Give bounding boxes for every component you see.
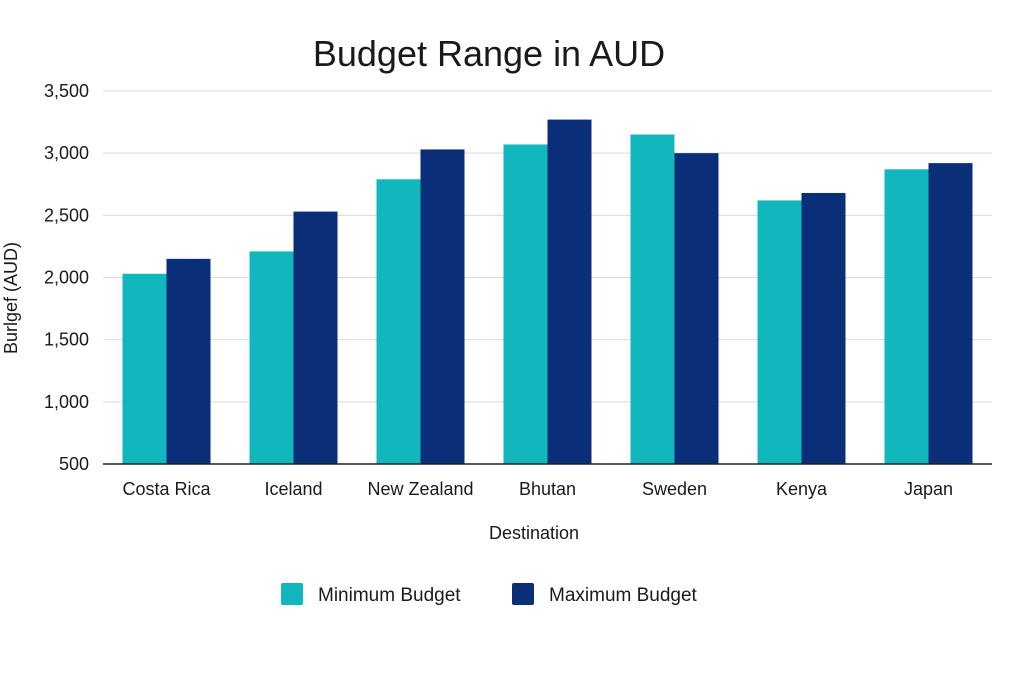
bar-maximum-bhutan: [547, 119, 592, 464]
y-tick-label: 1,500: [44, 330, 89, 350]
bar-maximum-iceland: [293, 211, 338, 464]
bar-maximum-sweden: [674, 153, 719, 464]
x-tick-label: Sweden: [642, 479, 707, 499]
x-axis-label: Destination: [489, 523, 579, 543]
legend-swatch: [281, 583, 303, 605]
y-tick-label: 3,500: [44, 81, 89, 101]
bar-minimum-sweden: [630, 134, 675, 464]
x-tick-label: Japan: [904, 479, 953, 499]
bar-minimum-new-zealand: [376, 179, 421, 464]
bar-minimum-bhutan: [503, 144, 548, 465]
y-tick-label: 2,000: [44, 268, 89, 288]
chart-title: Budget Range in AUD: [313, 33, 665, 74]
y-axis-label: Burlgef (AUD): [1, 242, 21, 354]
legend: Minimum Budget Maximum Budget: [281, 583, 698, 606]
y-tick-label: 1,000: [44, 392, 89, 412]
bar-maximum-costa-rica: [166, 258, 211, 464]
x-tick-label: Iceland: [264, 479, 322, 499]
bar-minimum-japan: [884, 169, 929, 464]
x-tick-label: Kenya: [776, 479, 828, 499]
x-tick-label: New Zealand: [367, 479, 473, 499]
bar-minimum-kenya: [757, 200, 802, 464]
y-tick-label: 2,500: [44, 205, 89, 225]
bar-maximum-japan: [928, 163, 973, 464]
x-axis-ticks: Costa Rica Iceland New Zealand Bhutan Sweden…: [122, 479, 953, 499]
x-tick-label: Bhutan: [519, 479, 576, 499]
legend-label: Minimum Budget: [318, 585, 461, 606]
bar-maximum-new-zealand: [420, 149, 465, 465]
legend-swatch: [512, 583, 534, 605]
bar-maximum-kenya: [801, 192, 846, 464]
y-tick-label: 500: [59, 454, 89, 474]
bar-minimum-iceland: [249, 251, 294, 464]
x-tick-label: Costa Rica: [122, 479, 211, 499]
bar-minimum-costa-rica: [122, 273, 167, 464]
y-axis-ticks: 500 1,000 1,500 2,000 2,500 3,000 3,500: [44, 81, 89, 474]
legend-label: Maximum Budget: [549, 585, 698, 606]
y-tick-label: 3,000: [44, 143, 89, 163]
bars: [122, 119, 973, 465]
